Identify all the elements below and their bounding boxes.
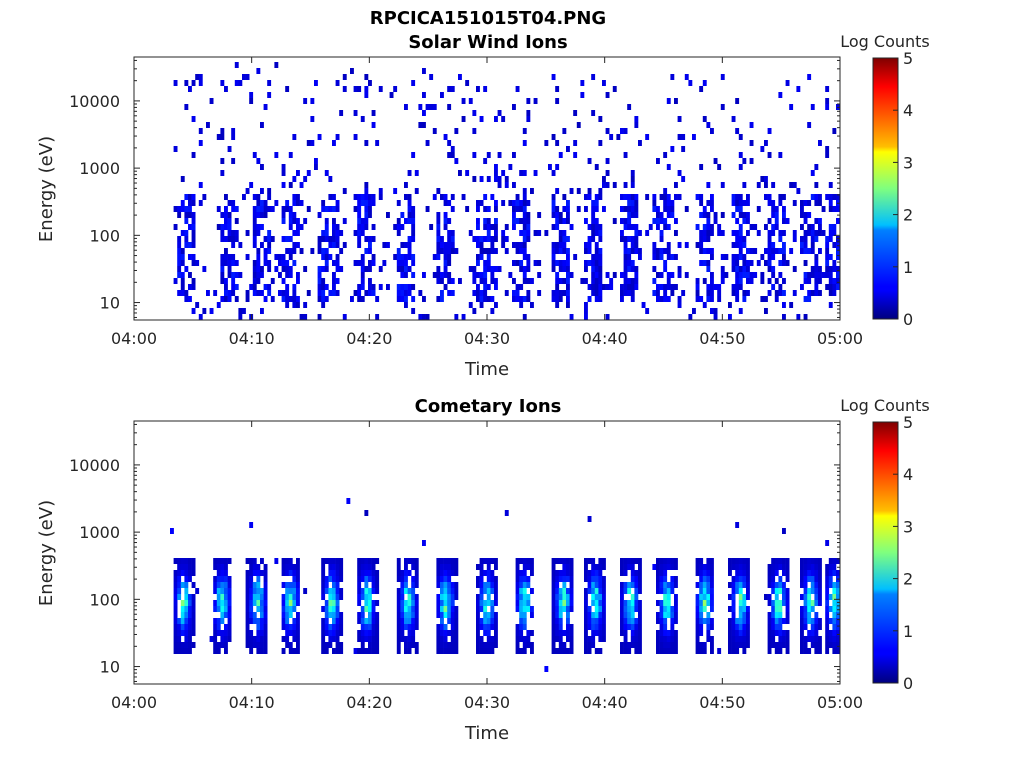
x-tick-label: 05:00 <box>817 693 863 712</box>
colorbar-tick-label: 0 <box>903 310 913 329</box>
y-tick-label: 10 <box>100 294 120 313</box>
panel-title-solar-wind: Solar Wind Ions <box>408 32 567 53</box>
x-tick-label: 04:20 <box>346 329 392 348</box>
y-axis-ticks: 10 100 1000 10000 <box>69 59 840 318</box>
colorbar: Log Counts 0 1 2 3 4 5 <box>840 32 930 329</box>
panel-cometary: Cometary Ions 04:00 04:10 04:20 04:30 04:40 0… <box>36 396 930 744</box>
x-tick-label: 04:50 <box>699 693 745 712</box>
x-axis-label: Time <box>464 359 509 380</box>
x-tick-label: 04:00 <box>111 693 157 712</box>
x-tick-label: 04:10 <box>229 693 275 712</box>
colorbar-tick-label: 3 <box>903 517 913 536</box>
x-tick-label: 04:20 <box>346 693 392 712</box>
x-tick-label: 04:40 <box>582 329 628 348</box>
y-tick-label: 10 <box>100 658 120 677</box>
colorbar-tick-label: 3 <box>903 153 913 172</box>
figure-title: RPCICA151015T04.PNG <box>370 8 606 29</box>
panel-title-cometary: Cometary Ions <box>415 396 562 417</box>
colorbar-tick-label: 5 <box>903 413 913 432</box>
x-axis-ticks: 04:00 04:10 04:20 04:30 04:40 04:50 05:00 <box>111 421 863 712</box>
colorbar-label: Log Counts <box>840 396 930 415</box>
x-tick-label: 04:30 <box>464 329 510 348</box>
y-tick-label: 10000 <box>69 456 120 475</box>
colorbar-gradient <box>872 421 899 684</box>
y-tick-label: 10000 <box>69 92 120 111</box>
x-axis-ticks: 04:00 04:10 04:20 04:30 04:40 04:50 05:00 <box>111 57 863 348</box>
y-tick-label: 1000 <box>79 159 120 178</box>
y-tick-label: 1000 <box>79 523 120 542</box>
panel-solar-wind: Solar Wind Ions 04:00 04:10 04:20 04:30 04:4… <box>36 32 930 380</box>
colorbar-tick-label: 1 <box>903 258 913 277</box>
x-tick-label: 05:00 <box>817 329 863 348</box>
y-axis-label: Energy (eV) <box>36 136 57 242</box>
colorbar-gradient <box>872 57 899 320</box>
colorbar-tick-label: 4 <box>903 101 913 120</box>
colorbar-tick-label: 0 <box>903 674 913 693</box>
colorbar-label: Log Counts <box>840 32 930 51</box>
x-tick-label: 04:50 <box>699 329 745 348</box>
y-tick-label: 100 <box>89 590 120 609</box>
x-tick-label: 04:00 <box>111 329 157 348</box>
heatmap-cells <box>170 498 840 672</box>
colorbar: Log Counts 0 1 2 3 4 5 <box>840 396 930 693</box>
colorbar-ticks: 0 1 2 3 4 5 <box>893 413 913 693</box>
colorbar-tick-label: 2 <box>903 206 913 225</box>
heatmap-cells <box>173 62 840 320</box>
x-tick-label: 04:30 <box>464 693 510 712</box>
colorbar-tick-label: 5 <box>903 49 913 68</box>
y-axis-label: Energy (eV) <box>36 500 57 606</box>
x-tick-label: 04:10 <box>229 329 275 348</box>
colorbar-tick-label: 4 <box>903 465 913 484</box>
x-tick-label: 04:40 <box>582 693 628 712</box>
colorbar-tick-label: 1 <box>903 622 913 641</box>
y-axis-ticks: 10 100 1000 10000 <box>69 423 840 682</box>
colorbar-ticks: 0 1 2 3 4 5 <box>893 49 913 329</box>
colorbar-tick-label: 2 <box>903 570 913 589</box>
y-tick-label: 100 <box>89 226 120 245</box>
x-axis-label: Time <box>464 723 509 744</box>
